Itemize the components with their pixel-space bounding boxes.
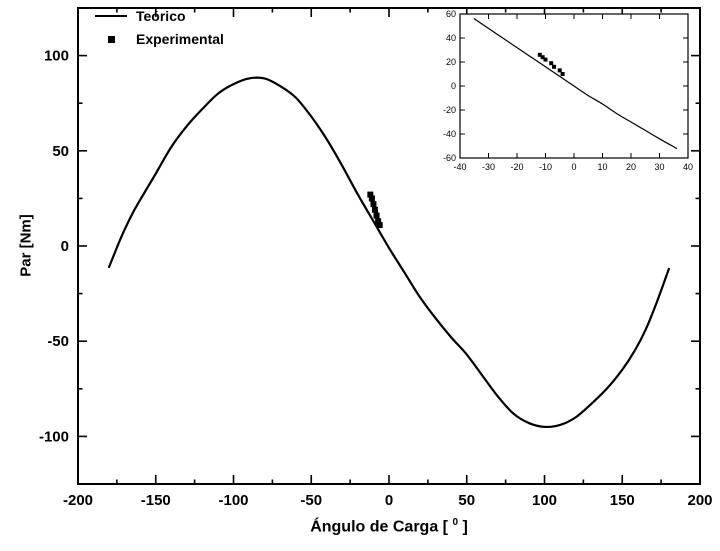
x-axis-label-close: ] [458, 518, 468, 536]
main-plot-x-tick-label: -100 [218, 492, 248, 509]
inset-plot-y-tick-label: 40 [446, 33, 456, 43]
inset-plot-y-tick-label: -20 [443, 105, 456, 115]
legend-label-experimental: Experimental [136, 31, 224, 47]
main-plot-x-tick-label: 50 [458, 492, 475, 509]
main-plot-experimental-point [372, 206, 379, 213]
main-plot-experimental-point [370, 201, 377, 208]
main-plot-x-tick-label: 150 [610, 492, 635, 509]
main-plot-x-tick-label: -50 [300, 492, 322, 509]
inset-plot-x-tick-label: 0 [571, 162, 576, 172]
x-axis-label-sup: 0 [452, 517, 458, 528]
inset-plot-x-tick-label: 10 [597, 162, 607, 172]
inset-plot-experimental-point [540, 55, 545, 60]
main-plot-x-tick-label: -150 [141, 492, 171, 509]
inset-plot-x-tick-label: 30 [654, 162, 664, 172]
main-plot-y-tick-label: 0 [61, 238, 69, 255]
main-plot-x-tick-label: -200 [63, 492, 93, 509]
y-axis-label: Par [Nm] [17, 214, 35, 277]
inset-plot-x-tick-label: -40 [453, 162, 466, 172]
main-plot-experimental-point [368, 195, 375, 202]
inset-plot-y-tick-label: -60 [443, 153, 456, 163]
legend-item-experimental: Experimental [95, 29, 224, 49]
inset-plot-x-tick-label: -20 [510, 162, 523, 172]
inset-plot-x-tick-label: 40 [683, 162, 693, 172]
main-plot-experimental-point [373, 212, 380, 219]
square-marker-icon [108, 35, 115, 43]
x-axis-label-text: Ángulo de Carga [ [310, 518, 453, 536]
inset-plot-experimental-point [537, 52, 542, 57]
main-plot-theoretical-curve [108, 76, 670, 429]
inset-plot-y-tick-label: 0 [451, 81, 456, 91]
inset-plot-experimental-point [549, 61, 554, 66]
inset-plot-experimental-point [560, 72, 565, 76]
main-plot-y-tick-label: 50 [52, 143, 69, 160]
legend-label-teorico: Teórico [136, 8, 186, 24]
main-plot-x-tick-label: 100 [532, 492, 557, 509]
inset-plot-x-tick-label: 20 [626, 162, 636, 172]
main-plot-experimental-point [375, 218, 382, 225]
main-plot-y-tick-label: 100 [44, 48, 69, 65]
inset-plot-y-tick-label: 60 [446, 9, 456, 19]
main-plot-experimental-point [376, 222, 383, 229]
main-plot-x-tick-label: 200 [687, 492, 712, 509]
inset-plot-y-tick-label: -40 [443, 129, 456, 139]
legend: Teórico Experimental [95, 6, 224, 49]
main-plot-y-tick-label: -100 [39, 428, 69, 445]
inset-plot-experimental-point [543, 57, 548, 62]
inset-plot-experimental-point [557, 68, 562, 73]
inset-plot-experimental-point [552, 64, 557, 69]
x-axis-label: Ángulo de Carga [ 0 ] [78, 517, 700, 536]
inset-plot-y-tick-label: 20 [446, 57, 456, 67]
legend-item-teorico: Teórico [95, 6, 224, 26]
main-plot-x-tick-label: 0 [385, 492, 393, 509]
inset-plot-x-tick-label: -10 [539, 162, 552, 172]
main-plot-experimental-point [367, 191, 374, 198]
line-marker-icon [95, 15, 127, 17]
main-plot-y-tick-label: -50 [47, 333, 69, 350]
inset-plot-x-tick-label: -30 [482, 162, 495, 172]
inset-plot-theoretical-curve [473, 18, 678, 149]
